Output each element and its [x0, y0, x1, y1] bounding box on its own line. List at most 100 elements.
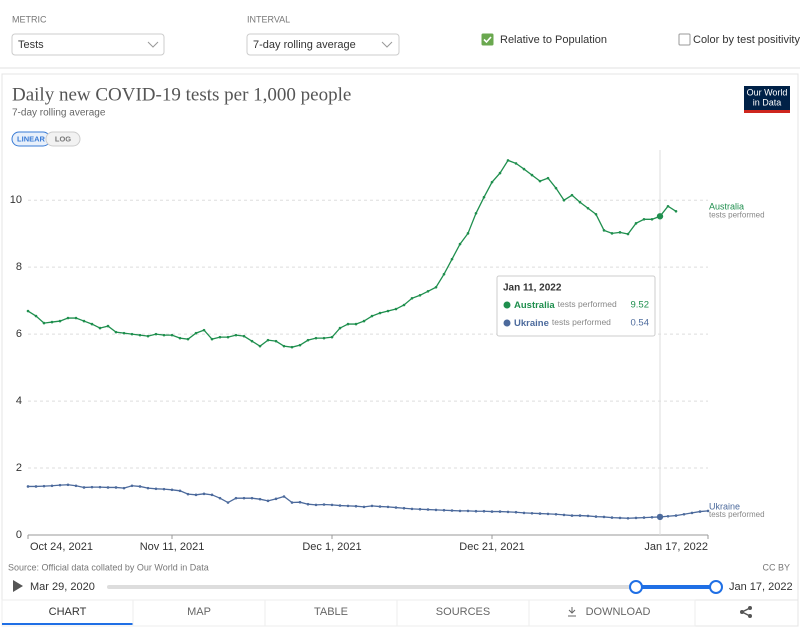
data-point	[138, 485, 142, 488]
data-point	[26, 309, 30, 313]
data-point	[234, 496, 238, 500]
data-point	[314, 503, 318, 507]
timeline-end: Jan 17, 2022	[729, 581, 793, 593]
data-point	[170, 333, 174, 337]
data-point	[674, 209, 678, 213]
series-unit: tests performed	[709, 210, 765, 219]
data-point	[570, 193, 574, 197]
data-point	[466, 509, 470, 513]
data-point	[458, 242, 462, 246]
data-point	[378, 311, 382, 315]
data-point	[498, 171, 502, 175]
data-point	[538, 512, 542, 515]
data-point	[282, 344, 286, 348]
data-point	[562, 513, 566, 517]
data-point	[154, 487, 158, 491]
data-point	[98, 326, 102, 330]
timeline-handle[interactable]	[629, 580, 643, 594]
data-point	[530, 173, 534, 177]
data-point	[410, 507, 414, 511]
data-point	[362, 505, 366, 509]
data-point	[602, 229, 606, 232]
metric-dropdown[interactable]	[11, 33, 165, 56]
checkbox[interactable]	[481, 33, 494, 46]
data-point	[666, 514, 670, 518]
data-point	[170, 488, 174, 492]
data-point	[378, 505, 382, 508]
interval-value: 7-day rolling average	[253, 39, 356, 51]
data-point	[298, 343, 302, 347]
data-point	[34, 485, 38, 488]
scale-button[interactable]	[45, 131, 81, 147]
data-point	[322, 503, 326, 506]
data-point	[514, 510, 518, 514]
data-point	[202, 492, 206, 496]
data-point	[82, 319, 86, 323]
x-tick-label: Dec 21, 2021	[459, 541, 524, 553]
data-point	[58, 483, 62, 487]
y-tick-label: 2	[16, 462, 22, 474]
data-point	[482, 195, 486, 199]
data-point	[610, 232, 614, 235]
tooltip-unit: tests performed	[558, 299, 617, 309]
data-point	[602, 515, 606, 519]
data-point	[122, 331, 126, 335]
tab[interactable]	[396, 599, 530, 627]
data-point	[162, 333, 166, 337]
play-button[interactable]	[13, 580, 23, 592]
data-point	[210, 493, 214, 497]
data-point	[474, 211, 478, 215]
data-point	[250, 339, 254, 343]
data-point	[234, 333, 238, 337]
data-point	[90, 322, 94, 326]
series-label: Australia	[709, 202, 744, 212]
data-point	[74, 316, 78, 320]
data-point	[634, 516, 638, 520]
scale-button-label: LOG	[55, 134, 71, 143]
tooltip-value: 9.52	[631, 300, 650, 311]
tooltip-series: Ukraine tests performed	[514, 317, 611, 328]
data-point	[298, 500, 302, 504]
data-point	[426, 508, 430, 511]
timeline-start: Mar 29, 2020	[30, 581, 95, 593]
tab[interactable]	[528, 599, 696, 627]
data-point	[178, 489, 182, 493]
checkbox[interactable]	[678, 33, 691, 46]
data-point	[546, 176, 550, 180]
chevron	[381, 41, 393, 48]
data-point	[162, 487, 166, 491]
tabs: CHART MAP TABLE SOURCES DOWNLOAD	[1, 599, 696, 627]
data-point	[570, 514, 574, 517]
data-point	[290, 345, 294, 349]
data-point	[642, 516, 646, 519]
scale-toggle: LINEAR LOG	[11, 131, 81, 147]
source: Source: Official data collated by Our Wo…	[8, 562, 209, 572]
tab[interactable]	[132, 599, 266, 627]
share-icon	[748, 614, 752, 618]
interval-dropdown[interactable]	[246, 33, 400, 56]
data-point	[258, 497, 262, 501]
data-point	[338, 326, 342, 330]
x-tick-label: Nov 11, 2021	[140, 541, 205, 553]
y-tick-label: 6	[16, 328, 22, 340]
data-point	[66, 483, 70, 487]
series-line	[28, 484, 709, 519]
interval-label: INTERVAL	[247, 14, 290, 24]
data-point	[522, 511, 526, 515]
data-point	[490, 510, 494, 513]
logo-text: in Data	[753, 97, 782, 107]
data-point	[226, 501, 230, 504]
timeline-handle[interactable]	[709, 580, 723, 594]
data-point	[106, 486, 110, 489]
checkbox-label: Relative to Population	[500, 34, 607, 46]
series-label: Ukraine	[709, 501, 740, 511]
data-point	[434, 508, 438, 512]
tooltip-name: Australia	[514, 300, 555, 311]
data-point	[386, 309, 390, 313]
data-point	[74, 484, 78, 488]
data-point	[434, 285, 438, 289]
x-tick-label: Dec 1, 2021	[302, 541, 361, 553]
data-point	[130, 484, 134, 488]
data-point	[178, 336, 182, 340]
